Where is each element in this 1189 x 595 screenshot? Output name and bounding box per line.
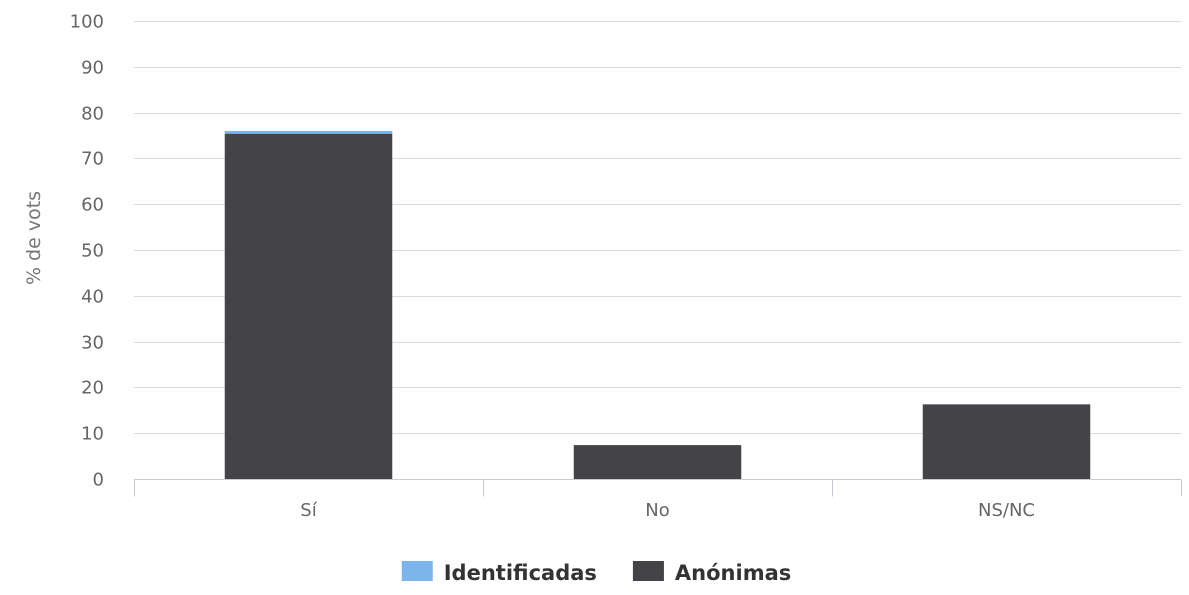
bar-an-nimas[interactable] (224, 133, 393, 479)
legend-swatch (401, 561, 433, 581)
x-tick-label: No (645, 500, 669, 521)
y-tick-label: 20 (81, 378, 104, 399)
legend: Identificadas Anónimas (401, 561, 791, 585)
x-tick-label: Sí (300, 500, 317, 521)
y-axis-title: % de vots (23, 191, 45, 285)
y-tick-label: 70 (81, 149, 104, 170)
y-tick-label: 50 (81, 241, 104, 262)
x-tick-label: NS/NC (978, 500, 1035, 521)
legend-label: Identificadas (444, 561, 597, 585)
y-axis-ticks: 0 10 20 30 40 50 60 70 80 90 100 (70, 12, 104, 491)
y-tick-label: 40 (81, 287, 104, 308)
bars (224, 130, 1091, 479)
y-tick-label: 60 (81, 195, 104, 216)
legend-label: Anónimas (675, 561, 791, 585)
y-tick-label: 80 (81, 104, 104, 125)
y-tick-label: 10 (81, 424, 104, 445)
bar-an-nimas[interactable] (573, 445, 742, 479)
bar-identificadas[interactable] (224, 130, 393, 134)
y-tick-label: 30 (81, 333, 104, 354)
y-tick-label: 0 (93, 470, 104, 491)
bar-an-nimas[interactable] (922, 404, 1091, 479)
y-tick-label: 100 (70, 12, 104, 33)
x-axis: Sí No NS/NC (134, 479, 1182, 521)
legend-swatch (632, 561, 664, 581)
legend-item[interactable]: Identificadas (401, 561, 597, 585)
y-tick-label: 90 (81, 58, 104, 79)
legend-item[interactable]: Anónimas (632, 561, 791, 585)
